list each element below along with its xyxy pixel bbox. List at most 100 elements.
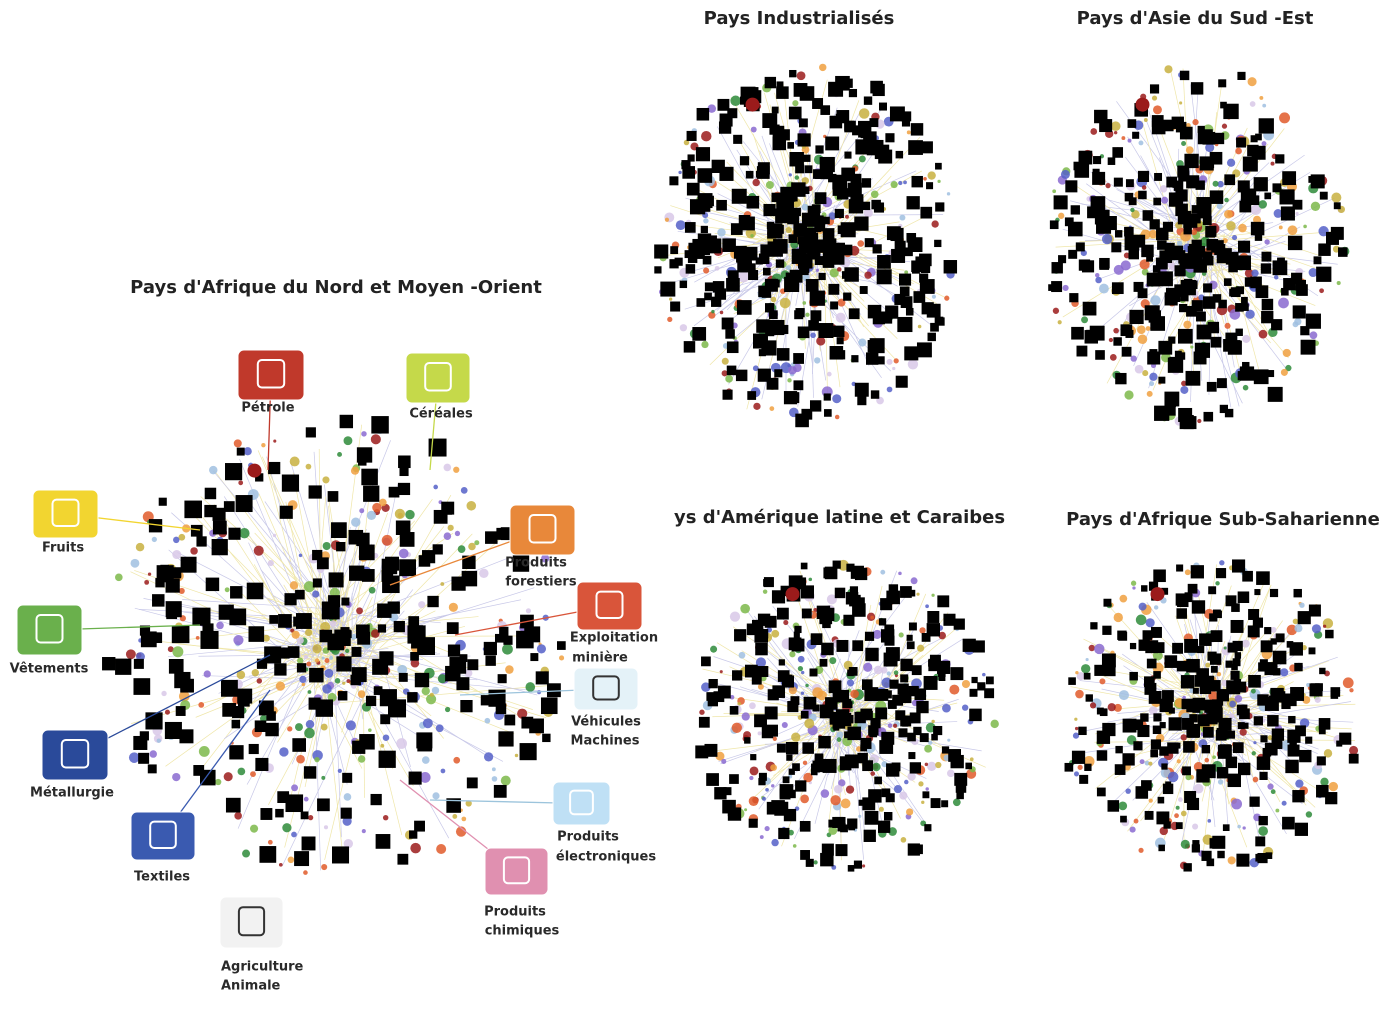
node [1207,819,1212,823]
node-square [336,656,352,672]
node-square [1153,569,1166,583]
node-square [1115,745,1123,754]
node [1231,798,1243,810]
icon-symbol [595,590,624,619]
node-square [1094,664,1106,676]
node [156,738,162,743]
node-square [416,732,433,749]
node-square [493,784,507,798]
node [433,484,439,490]
node-square [248,626,265,642]
node-square [847,726,861,741]
node-square [927,332,936,342]
node-square [1239,200,1252,213]
node-square [793,353,805,364]
node-square [388,486,400,498]
node [1150,587,1165,602]
node [1282,348,1291,358]
node [803,772,813,783]
node [835,312,846,323]
node-square [1065,180,1078,193]
node [826,594,837,605]
node [455,826,467,837]
node [1159,185,1168,193]
node-square [340,807,352,819]
node-square [1249,195,1260,206]
node [440,582,445,586]
node-square [1253,716,1263,726]
node [893,670,899,676]
node-square [783,808,797,822]
edge [830,734,846,789]
node-square [1144,682,1157,695]
node-square [414,820,425,832]
node [295,723,303,732]
node [1130,580,1137,586]
node [479,568,489,579]
node-square [1308,604,1321,617]
node-square [971,676,978,684]
node [329,656,334,660]
node-square [165,601,182,618]
node-square [1113,177,1123,187]
node-square [916,700,929,714]
node-square [196,536,207,547]
node [398,548,409,559]
node [233,635,244,646]
edge [843,622,964,725]
node [1099,678,1106,685]
node [850,708,854,712]
node [900,836,907,843]
node [431,686,440,695]
node-square [805,858,814,867]
node [1072,732,1080,739]
node [1270,627,1277,633]
node-square [830,301,839,310]
node-square [1267,370,1275,378]
node-square [1272,183,1282,193]
node [683,139,690,146]
node [808,577,813,582]
icon-symbol [60,739,90,769]
node-square [924,824,932,832]
node-square [387,699,407,718]
node-square [499,626,509,637]
node [924,744,933,753]
node-square [834,587,846,599]
node-square [524,626,541,643]
node-square [900,296,913,309]
node-square [1248,608,1260,620]
node-square [184,500,203,519]
node [925,787,929,791]
node [819,63,827,72]
node-square [766,377,779,390]
node [829,268,839,278]
node [215,778,222,786]
node-square [1260,263,1272,274]
node-square [848,88,858,98]
node-square [878,618,887,626]
node [454,530,461,537]
node [1229,700,1236,708]
node-square [1288,715,1296,724]
node [125,649,136,660]
node-square [810,633,823,645]
node [887,723,893,728]
node [664,217,670,222]
node-square [1064,217,1074,227]
node-square [757,666,769,677]
node-square [788,768,795,775]
node [190,547,198,555]
node-square [726,365,737,376]
node [872,629,882,639]
node-square [813,215,824,226]
node-square [316,557,329,570]
node-square [1275,691,1286,701]
node [1088,644,1096,652]
node-square [1234,652,1242,659]
edge [223,496,309,628]
node-square [788,637,802,651]
node-square [1137,170,1150,183]
node [910,577,918,585]
node-square [697,168,713,183]
